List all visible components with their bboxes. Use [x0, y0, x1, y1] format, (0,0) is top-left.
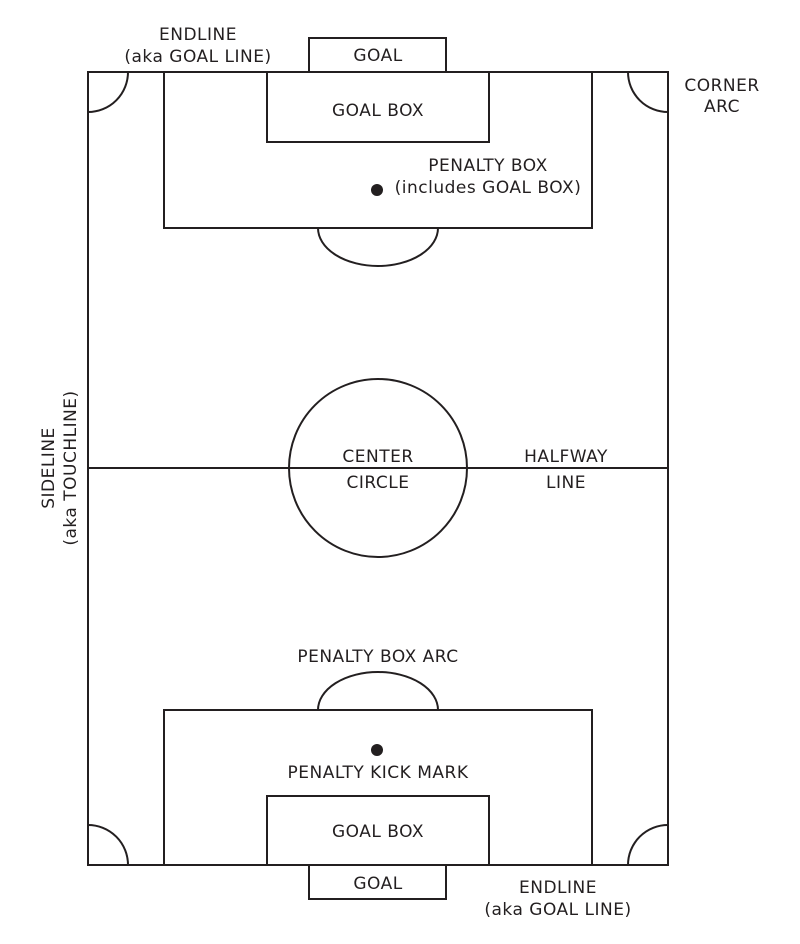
corner-arc-label-2: ARC — [704, 97, 740, 117]
center-circle-label-2: CIRCLE — [347, 473, 410, 493]
penalty-kick-mark-bottom — [371, 744, 383, 756]
corner-arc-top-right — [627, 71, 669, 113]
halfway-line-label-1: HALFWAY — [524, 447, 608, 467]
penalty-box-label-1: PENALTY BOX — [428, 156, 547, 176]
goal-box-bottom-label: GOAL BOX — [332, 822, 424, 842]
endline-bottom-label-1: ENDLINE — [519, 878, 597, 898]
corner-arc-bottom-left — [87, 824, 129, 866]
center-circle — [288, 378, 468, 558]
penalty-box-arc-top — [317, 227, 439, 267]
goal-top-label: GOAL — [353, 46, 402, 66]
penalty-box-top — [163, 71, 593, 229]
halfway-line-label-2: LINE — [546, 473, 586, 493]
sideline-label-2: (aka TOUCHLINE) — [61, 390, 81, 545]
goal-bottom-label: GOAL — [353, 874, 402, 894]
corner-arc-label-1: CORNER — [684, 76, 759, 96]
penalty-box-arc-label: PENALTY BOX ARC — [297, 647, 458, 667]
penalty-box-label-2: (includes GOAL BOX) — [395, 178, 582, 198]
penalty-kick-mark-top — [371, 184, 383, 196]
corner-arc-top-left — [87, 71, 129, 113]
endline-top-label-2: (aka GOAL LINE) — [124, 47, 271, 67]
goal-box-top-label: GOAL BOX — [332, 101, 424, 121]
endline-bottom-label-2: (aka GOAL LINE) — [484, 900, 631, 920]
corner-arc-bottom-right — [627, 824, 669, 866]
center-circle-label-1: CENTER — [342, 447, 413, 467]
penalty-box-bottom — [163, 709, 593, 866]
penalty-box-arc-bottom — [317, 671, 439, 711]
endline-top-label-1: ENDLINE — [159, 25, 237, 45]
penalty-kick-mark-label: PENALTY KICK MARK — [288, 763, 469, 783]
sideline-label-1: SIDELINE — [39, 427, 59, 509]
